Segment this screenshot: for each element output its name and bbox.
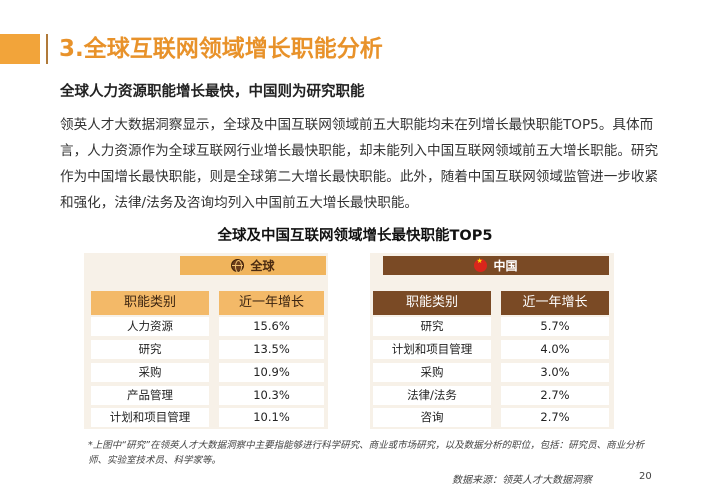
data-source: 数据来源：领英人才大数据洞察 <box>452 475 592 486</box>
china-col-function: 职能类别 <box>373 291 491 315</box>
body-paragraph: 领英人才大数据洞察显示，全球及中国互联网领域前五大职能均未在列增长最快职能TOP… <box>60 117 659 211</box>
china-flag-icon <box>474 257 488 272</box>
global-col-growth: 近一年增长 <box>219 291 324 315</box>
china-row-4-function: 法律/法务 <box>373 386 491 405</box>
china-row-1-function: 研究 <box>373 317 491 336</box>
global-region-header: 全球 <box>180 256 326 275</box>
china-row-5-function: 咨询 <box>373 408 491 427</box>
globe-icon <box>231 259 245 273</box>
page-number: 20 <box>639 471 652 482</box>
footnote: *上图中“研究”在领英人才大数据洞察中主要指能够进行科学研究、商业或市场研究，以… <box>88 440 645 466</box>
china-row-1-growth: 5.7% <box>501 317 609 336</box>
global-row-3-function: 采购 <box>91 363 209 382</box>
china-row-2-growth: 4.0% <box>501 340 609 359</box>
title-divider <box>46 34 48 64</box>
china-region-label: 中国 <box>493 259 518 273</box>
global-row-2-function: 研究 <box>91 340 209 359</box>
global-row-5-function: 计划和项目管理 <box>91 408 209 427</box>
title-accent-bar <box>0 34 40 64</box>
china-row-3-growth: 3.0% <box>501 363 609 382</box>
section-subtitle: 全球人力资源职能增长最快，中国则为研究职能 <box>60 84 365 100</box>
china-region-header: 中国 <box>383 256 609 275</box>
global-row-5-growth: 10.1% <box>219 408 324 427</box>
global-row-3-growth: 10.9% <box>219 363 324 382</box>
global-col-function: 职能类别 <box>91 291 209 315</box>
global-row-1-function: 人力资源 <box>91 317 209 336</box>
global-row-1-growth: 15.6% <box>219 317 324 336</box>
global-row-4-growth: 10.3% <box>219 386 324 405</box>
global-row-4-function: 产品管理 <box>91 386 209 405</box>
global-region-label: 全球 <box>250 259 275 273</box>
page-title: 3.全球互联网领域增长职能分析 <box>59 36 383 62</box>
china-row-5-growth: 2.7% <box>501 408 609 427</box>
china-col-growth: 近一年增长 <box>501 291 609 315</box>
china-row-2-function: 计划和项目管理 <box>373 340 491 359</box>
table-title: 全球及中国互联网领域增长最快职能TOP5 <box>217 228 493 244</box>
global-row-2-growth: 13.5% <box>219 340 324 359</box>
china-row-4-growth: 2.7% <box>501 386 609 405</box>
china-row-3-function: 采购 <box>373 363 491 382</box>
